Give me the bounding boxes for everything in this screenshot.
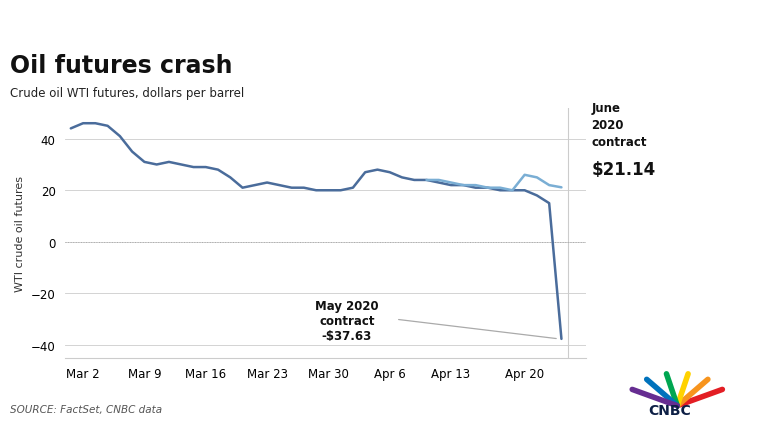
Text: SOURCE: FactSet, CNBC data: SOURCE: FactSet, CNBC data xyxy=(10,404,162,414)
Text: $21.14: $21.14 xyxy=(591,161,655,178)
Text: June
2020
contract: June 2020 contract xyxy=(591,102,647,149)
Text: Oil futures crash: Oil futures crash xyxy=(10,54,232,78)
Text: Crude oil WTI futures, dollars per barrel: Crude oil WTI futures, dollars per barre… xyxy=(10,87,244,100)
Text: CNBC: CNBC xyxy=(648,403,691,417)
Y-axis label: WTI crude oil futures: WTI crude oil futures xyxy=(15,175,25,291)
Text: May 2020
contract
-$37.63: May 2020 contract -$37.63 xyxy=(315,299,379,342)
